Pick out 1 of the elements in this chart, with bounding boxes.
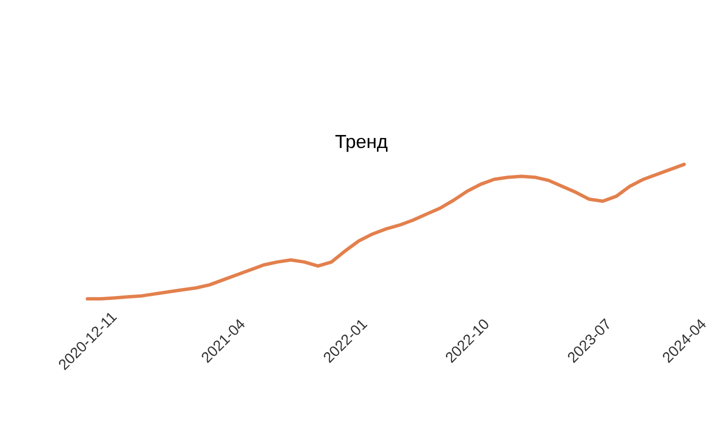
chart-title: Тренд [335, 134, 388, 152]
